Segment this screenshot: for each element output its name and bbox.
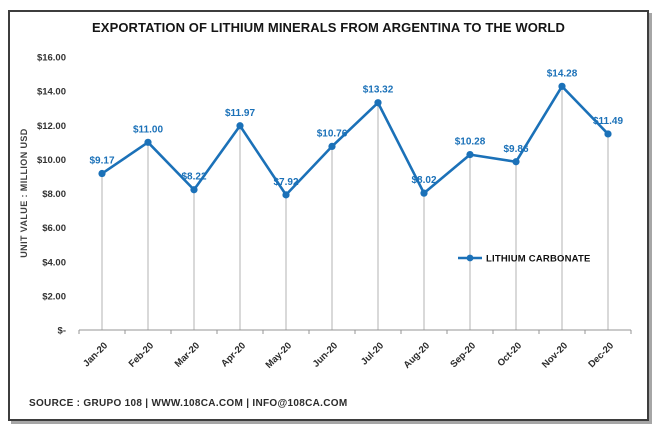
y-tick-label: $16.00 xyxy=(37,53,66,64)
data-label: $10.76 xyxy=(317,128,348,139)
y-tick-label: $10.00 xyxy=(37,155,66,166)
data-label: $9.86 xyxy=(503,144,528,155)
x-tick-label: Dec-20 xyxy=(586,340,616,370)
data-label: $9.17 xyxy=(89,156,114,167)
x-tick-label: Nov-20 xyxy=(540,340,570,370)
y-tick-label: $8.00 xyxy=(42,189,66,200)
data-point xyxy=(558,82,566,90)
y-tick-label: $12.00 xyxy=(37,121,66,132)
source-credit: SOURCE : GRUPO 108 | WWW.108CA.COM | INF… xyxy=(29,398,348,409)
data-point xyxy=(420,189,428,197)
x-tick-label: Sep-20 xyxy=(448,340,478,370)
data-label: $7.92 xyxy=(273,177,298,188)
data-point xyxy=(328,142,336,151)
data-point xyxy=(604,130,612,138)
chart-frame: EXPORTATION OF LITHIUM MINERALS FROM ARG… xyxy=(8,10,649,421)
data-point xyxy=(282,191,290,199)
data-label: $8.22 xyxy=(181,172,206,183)
y-tick-label: $2.00 xyxy=(42,291,66,302)
data-point xyxy=(236,122,244,130)
data-point xyxy=(512,158,520,166)
x-tick-label: Feb-20 xyxy=(127,340,156,369)
series-line xyxy=(100,85,610,197)
data-point xyxy=(466,150,474,159)
data-label: $14.28 xyxy=(547,68,578,79)
data-label: $11.00 xyxy=(133,124,163,135)
legend-label: LITHIUM CARBONATE xyxy=(486,254,591,265)
x-tick-label: May-20 xyxy=(264,340,295,371)
line-chart-plot-area: $- $2.00 $4.00 $6.00 $8.00 $10.00 $12.00 $14.00… xyxy=(19,53,632,371)
y-tick-label: $14.00 xyxy=(37,87,66,98)
y-tick-label: $4.00 xyxy=(42,257,66,268)
legend-marker-icon xyxy=(466,254,474,262)
data-point xyxy=(144,138,152,146)
x-tick-label: Jul-20 xyxy=(359,340,386,367)
data-point xyxy=(190,186,198,194)
y-axis-title: UNIT VALUE : MILLION USD xyxy=(19,128,29,258)
chart-title: EXPORTATION OF LITHIUM MINERALS FROM ARG… xyxy=(92,20,565,35)
y-tick-label: $- xyxy=(58,326,66,337)
data-point xyxy=(98,169,106,178)
data-label: $11.49 xyxy=(593,116,623,127)
x-tick-label: Apr-20 xyxy=(219,340,248,369)
x-tick-label: Jun-20 xyxy=(311,340,340,369)
x-tick-label: Aug-20 xyxy=(402,340,433,371)
x-tick-label: Jan-20 xyxy=(81,340,110,369)
data-label: $10.28 xyxy=(455,137,486,148)
y-tick-label: $6.00 xyxy=(42,223,66,234)
data-label: $13.32 xyxy=(363,85,394,96)
data-label: $11.97 xyxy=(225,108,255,119)
x-tick-label: Mar-20 xyxy=(173,340,202,369)
x-tick-label: Oct-20 xyxy=(495,340,524,369)
data-point xyxy=(374,99,382,107)
data-label: $8.02 xyxy=(411,175,436,186)
